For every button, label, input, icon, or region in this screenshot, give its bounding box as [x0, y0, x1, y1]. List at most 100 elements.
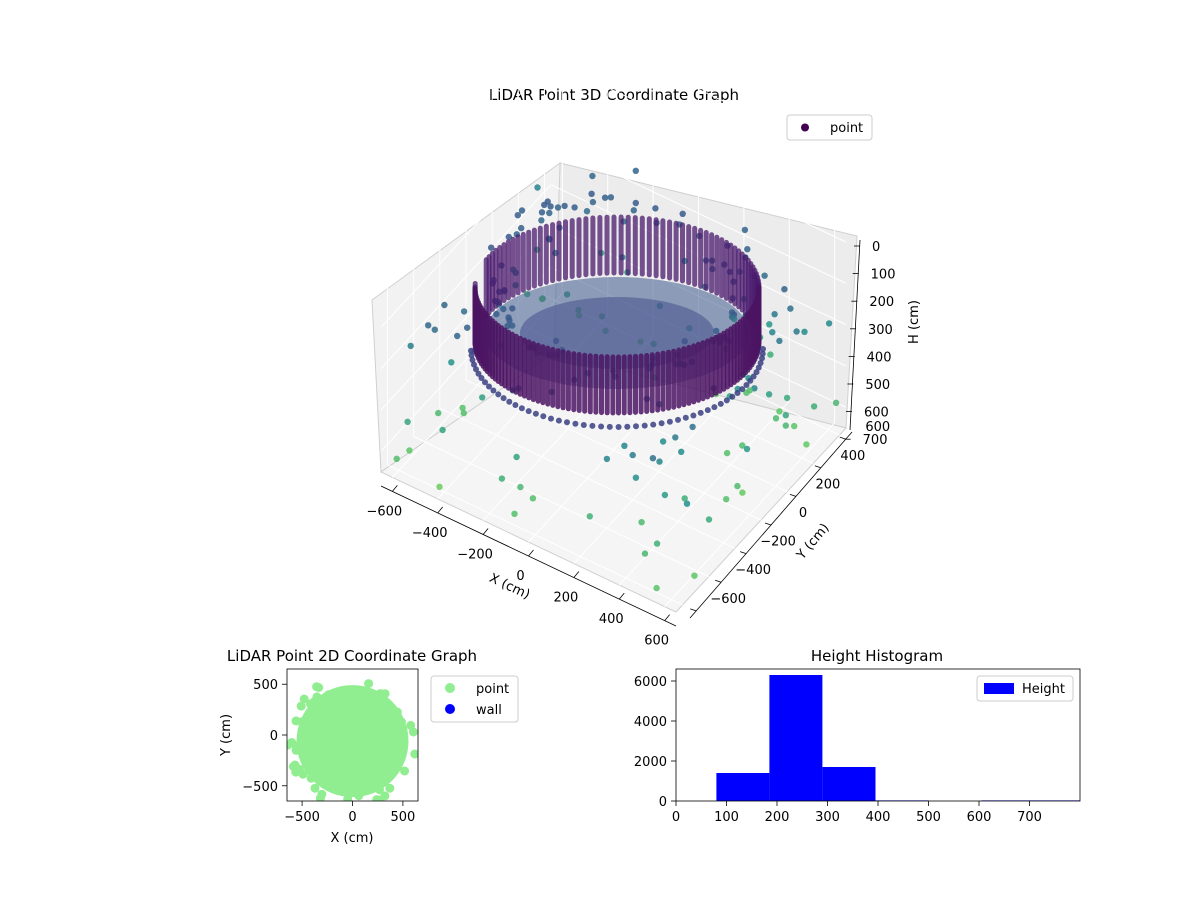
legend-2d-marker-wall — [445, 704, 455, 714]
scatter-point-2d — [392, 707, 402, 717]
ring-rim-point — [704, 407, 711, 414]
scatter-point-3d — [629, 451, 636, 459]
z-tick-label-3d: 600 — [864, 406, 889, 421]
scatter-point-3d — [518, 224, 525, 232]
scatter-point-3d — [769, 329, 776, 336]
z-tick-label-3d: 0 — [872, 240, 880, 255]
scatter-point-3d — [723, 449, 731, 457]
scatter-point-3d — [571, 204, 578, 211]
scatter-point-3d — [743, 445, 751, 453]
x-tick-label-hist: 600 — [967, 810, 992, 825]
scatter-point-3d — [801, 328, 808, 335]
scatter-point-3d — [464, 324, 471, 331]
histogram-bars — [716, 675, 1080, 801]
scatter-point-2d — [343, 794, 353, 801]
grid-wall-right-h — [596, 0, 847, 119]
ring-rim-point — [723, 397, 730, 404]
scatter-point-3d — [689, 423, 696, 431]
ring-rim-point — [473, 366, 479, 373]
z-tick-label-3d: 500 — [865, 378, 890, 393]
grid-wall-left-h — [380, 184, 552, 370]
scatter-point-3d — [705, 516, 713, 523]
scatter-point-3d — [505, 233, 512, 241]
scatter-point-2d — [303, 754, 312, 764]
scatter-point-3d — [534, 184, 541, 191]
chart-2d: LiDAR Point 2D Coordinate Graph −500−500… — [219, 647, 519, 846]
chart-3d-title: LiDAR Point 3D Coordinate Graph — [489, 86, 739, 104]
legend-histogram: Height — [976, 675, 1074, 702]
scatter-point-3d — [739, 442, 746, 449]
ring-rim-point — [500, 395, 507, 402]
scatter-point-3d — [766, 321, 773, 328]
scatter-point-3d — [803, 441, 810, 448]
scatter-point-3d — [607, 194, 615, 201]
y-tick-label-2d: −500 — [242, 780, 278, 795]
x-tick-label-2d: 0 — [348, 810, 356, 825]
scatter-point-2d — [297, 717, 307, 727]
z-axis-line — [849, 239, 861, 431]
scatter-point-3d — [407, 342, 414, 350]
scatter-point-2d — [396, 732, 406, 742]
ring-rim-point — [624, 423, 631, 430]
scatter-point-3d — [652, 205, 659, 212]
grid-wall-left-h — [380, 18, 552, 204]
scatter-point-3d — [787, 305, 794, 312]
ring-rim-point — [482, 379, 488, 386]
x-axis-label-3d: X (cm) — [487, 571, 532, 603]
ring-rim-point — [759, 350, 766, 357]
ring-rim-point — [589, 422, 596, 429]
scatter-point-2d — [296, 701, 306, 711]
scatter-point-2d — [380, 689, 390, 699]
histogram-bar — [822, 767, 876, 801]
scatter-point-3d — [782, 412, 789, 419]
scatter-point-3d — [656, 458, 663, 465]
scatter-point-2d — [298, 769, 308, 779]
scatter-point-2d — [296, 735, 306, 745]
ring-rim-point — [471, 361, 477, 368]
scatter-point-3d — [538, 217, 545, 224]
ring-rim-point — [555, 417, 562, 424]
x-tick-label-3d: 600 — [644, 634, 669, 649]
ring-rim-point — [469, 357, 476, 363]
legend-2d-label-wall: wall — [476, 703, 502, 718]
scatter-point-3d — [776, 408, 783, 415]
scatter-point-3d — [603, 455, 611, 463]
scatter-point-3d — [513, 453, 520, 461]
ring-rim-point — [532, 410, 539, 417]
pane-floor — [380, 352, 847, 613]
scatter-point-3d — [744, 246, 751, 253]
scatter-point-3d — [601, 194, 609, 201]
ring-rim-point — [641, 422, 648, 429]
ring-rim-point — [598, 423, 605, 430]
scatter-point-3d — [441, 301, 448, 309]
scatter-point-3d — [734, 482, 741, 490]
x-tick-3d — [482, 528, 489, 535]
z-tick-label-3d: 400 — [867, 350, 892, 365]
scatter-point-2d — [380, 791, 390, 801]
ring-rim-point — [490, 387, 497, 394]
ring-rim-point — [548, 415, 554, 422]
scatter-point-3d — [653, 540, 661, 547]
ring-rim-point — [747, 377, 754, 384]
x-tick-label-hist: 400 — [866, 810, 891, 825]
scatter-point-3d — [632, 474, 640, 481]
scatter-point-3d — [435, 409, 442, 417]
ring-rim-point — [525, 408, 532, 415]
scatter-point-3d — [529, 495, 537, 502]
scatter-point-3d — [781, 286, 788, 293]
ticks-histogram: 0 100 200 300 400 500 600 700 0 2000 4000 6000 — [634, 675, 1042, 825]
ring-rim-point — [650, 421, 657, 428]
ring-rim-point — [486, 383, 492, 390]
x-tick-3d — [573, 571, 580, 578]
grid-wall-right-h — [550, 101, 847, 243]
ring-rim-point — [690, 412, 697, 419]
scatter-point-2d — [291, 745, 301, 755]
scatter-point-2d — [288, 762, 298, 771]
legend-3d-marker — [801, 123, 809, 132]
x-tick-label-3d: 400 — [599, 612, 624, 627]
grid-wall-left-h — [380, 60, 552, 246]
x-tick-label-hist: 700 — [1017, 810, 1042, 825]
histogram-bar — [769, 675, 823, 801]
y-tick-label-3d: 400 — [840, 449, 865, 464]
